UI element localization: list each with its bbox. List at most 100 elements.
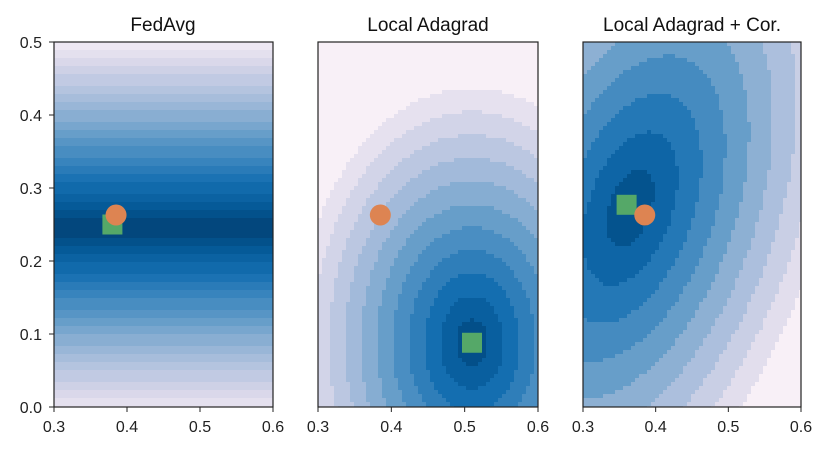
contour-cell <box>102 106 107 111</box>
contour-cell <box>186 326 191 331</box>
contour-cell <box>162 306 167 311</box>
contour-cell <box>206 90 211 95</box>
contour-cell <box>202 330 207 335</box>
contour-cell <box>146 238 151 243</box>
contour-cell <box>66 186 71 191</box>
contour-cell <box>74 158 79 163</box>
contour-cell <box>62 54 67 59</box>
contour-cell <box>262 266 267 271</box>
contour-cell <box>74 266 79 271</box>
contour-cell <box>234 338 239 343</box>
contour-cell <box>178 346 183 351</box>
contour-cell <box>130 118 135 123</box>
contour-cell <box>94 254 99 259</box>
contour-cell <box>142 390 147 395</box>
contour-cell <box>78 222 83 227</box>
contour-cell <box>210 218 215 223</box>
contour-cell <box>182 54 187 59</box>
contour-cell <box>74 62 79 67</box>
contour-cell <box>198 198 203 203</box>
contour-cell <box>82 194 87 199</box>
contour-cell <box>206 378 211 383</box>
contour-cell <box>178 226 183 231</box>
contour-cell <box>194 62 199 67</box>
contour-cell <box>138 330 143 335</box>
contour-cell <box>74 90 79 95</box>
contour-cell <box>166 390 171 395</box>
contour-cell <box>122 242 127 247</box>
contour-cell <box>186 262 191 267</box>
contour-cell <box>106 378 111 383</box>
contour-cell <box>194 174 199 179</box>
contour-cell <box>234 82 239 87</box>
contour-cell <box>186 90 191 95</box>
contour-cell <box>234 138 239 143</box>
contour-cell <box>102 198 107 203</box>
contour-cell <box>114 394 119 399</box>
contour-cell <box>250 302 255 307</box>
contour-cell <box>94 234 99 239</box>
contour-cell <box>126 50 131 55</box>
contour-cell <box>218 186 223 191</box>
contour-cell <box>258 50 263 55</box>
contour-cell <box>142 366 147 371</box>
contour-cell <box>90 202 95 207</box>
contour-cell <box>190 42 195 47</box>
contour-cell <box>138 402 143 407</box>
contour-cell <box>190 138 195 143</box>
contour-cell <box>222 70 227 75</box>
contour-cell <box>158 238 163 243</box>
contour-cell <box>66 62 71 67</box>
contour-cell <box>138 310 143 315</box>
contour-cell <box>186 290 191 295</box>
contour-cell <box>258 302 263 307</box>
contour-cell <box>90 402 95 407</box>
contour-cell <box>54 166 59 171</box>
contour-cell <box>70 386 75 391</box>
contour-cell <box>158 262 163 267</box>
contour-cell <box>122 334 127 339</box>
contour-cell <box>218 278 223 283</box>
contour-cell <box>122 286 127 291</box>
contour-cell <box>54 238 59 243</box>
contour-cell <box>270 202 273 207</box>
contour-cell <box>210 138 215 143</box>
contour-cell <box>162 342 167 347</box>
contour-cell <box>250 242 255 247</box>
contour-cell <box>242 74 247 79</box>
contour-cell <box>90 338 95 343</box>
contour-cell <box>174 290 179 295</box>
contour-cell <box>238 286 243 291</box>
contour-cell <box>142 250 147 255</box>
contour-cell <box>74 230 79 235</box>
contour-cell <box>102 266 107 271</box>
contour-cell <box>110 298 115 303</box>
contour-cell <box>66 154 71 159</box>
contour-cell <box>66 178 71 183</box>
contour-cell <box>78 226 83 231</box>
contour-cell <box>86 182 91 187</box>
contour-cell <box>194 58 199 63</box>
contour-cell <box>118 314 123 319</box>
contour-cell <box>218 42 223 47</box>
contour-cell <box>118 46 123 51</box>
contour-cell <box>102 118 107 123</box>
contour-cell <box>134 158 139 163</box>
contour-cell <box>150 346 155 351</box>
contour-cell <box>194 66 199 71</box>
contour-cell <box>262 178 267 183</box>
contour-cell <box>190 146 195 151</box>
contour-cell <box>182 94 187 99</box>
contour-cell <box>158 310 163 315</box>
contour-cell <box>138 54 143 59</box>
contour-cell <box>190 202 195 207</box>
contour-cell <box>170 182 175 187</box>
contour-cell <box>238 278 243 283</box>
contour-cell <box>162 374 167 379</box>
contour-cell <box>90 370 95 375</box>
contour-cell <box>98 398 103 403</box>
contour-cell <box>150 254 155 259</box>
contour-cell <box>62 142 67 147</box>
contour-cell <box>226 178 231 183</box>
contour-cell <box>238 334 243 339</box>
